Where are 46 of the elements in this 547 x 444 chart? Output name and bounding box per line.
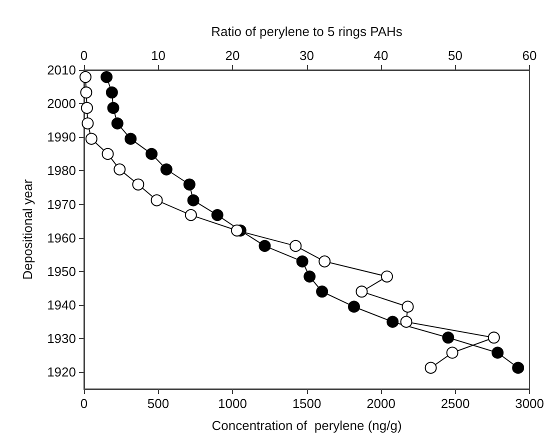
x-axis-title: Concentration of perylene (ng/g) xyxy=(212,418,402,433)
x2-tick-label: 10 xyxy=(151,48,166,63)
point xyxy=(106,86,118,98)
x2-tick-label: 60 xyxy=(522,48,537,63)
y-tick-label: 2000 xyxy=(47,96,76,112)
x2-tick-label: 40 xyxy=(374,48,388,63)
x-tick-label: 2000 xyxy=(366,396,396,411)
point xyxy=(296,255,308,268)
x2-axis-title: Ratio of perylene to 5 rings PAHs xyxy=(211,24,403,39)
y-tick-label: 1990 xyxy=(47,130,76,145)
x2-tick-label: 0 xyxy=(80,48,88,63)
point xyxy=(386,316,399,328)
y-axis-title: Depositional year xyxy=(20,178,35,280)
point xyxy=(187,194,200,206)
y-tick-label: 1960 xyxy=(47,230,76,246)
x2-tick-label: 20 xyxy=(225,48,240,63)
point xyxy=(492,346,504,359)
y-tick-label: 1940 xyxy=(47,298,76,313)
point xyxy=(442,332,454,344)
y-tick-label: 1930 xyxy=(47,331,76,346)
point xyxy=(304,270,316,283)
point xyxy=(348,300,360,313)
point xyxy=(100,71,113,84)
y-tick-label: 1970 xyxy=(47,196,76,212)
y-tick-label: 1920 xyxy=(47,364,76,380)
point xyxy=(211,209,224,222)
y-tick-label: 1950 xyxy=(47,264,76,279)
point xyxy=(160,163,172,176)
x-tick-label: 3000 xyxy=(515,396,544,411)
point xyxy=(316,286,328,298)
point xyxy=(512,362,524,374)
x-tick-label: 1500 xyxy=(292,396,322,411)
point xyxy=(258,240,271,252)
x2-tick-label: 50 xyxy=(448,48,463,63)
y-tick-label: 1980 xyxy=(47,163,76,178)
x-tick-label: 500 xyxy=(147,396,170,411)
x-tick-label: 1000 xyxy=(218,396,247,411)
y-tick-label: 2010 xyxy=(47,62,76,78)
point xyxy=(183,178,196,190)
point xyxy=(124,132,137,145)
x-tick-label: 2500 xyxy=(440,396,470,411)
point xyxy=(107,102,120,114)
point xyxy=(111,117,124,130)
x2-tick-label: 30 xyxy=(300,48,314,63)
point xyxy=(146,148,158,160)
x-tick-label: 0 xyxy=(80,396,88,411)
